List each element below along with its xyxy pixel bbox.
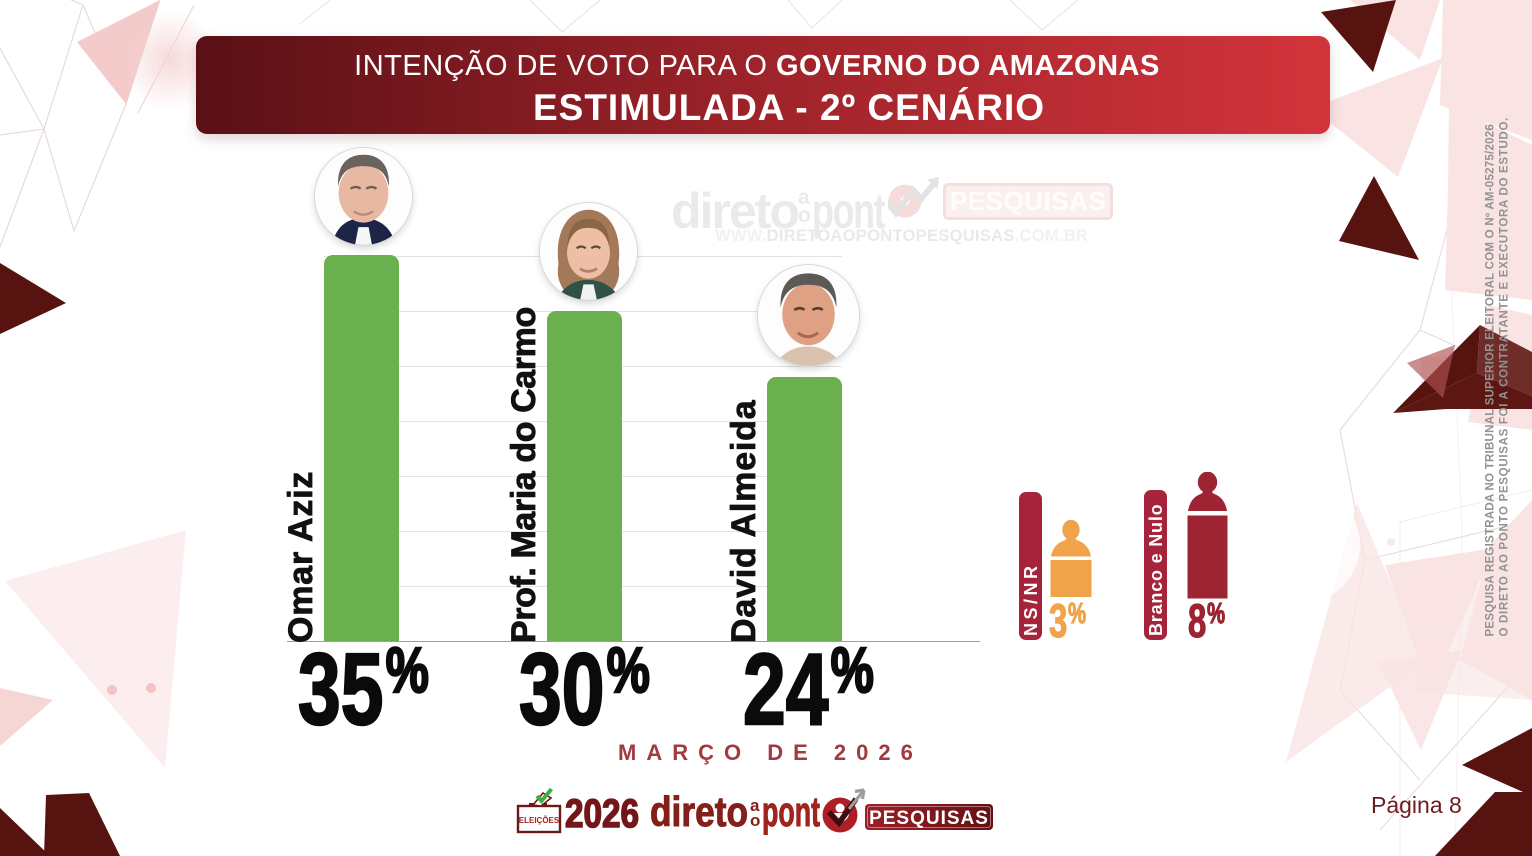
svg-text:2026: 2026 xyxy=(565,792,639,836)
svg-text:pont: pont xyxy=(762,788,820,835)
svg-text:a: a xyxy=(750,796,760,815)
svg-text:o: o xyxy=(750,811,760,830)
svg-text:PESQUISAS: PESQUISAS xyxy=(869,808,989,829)
svg-text:direto: direto xyxy=(650,788,748,835)
svg-text:ELEIÇÕES: ELEIÇÕES xyxy=(519,816,560,825)
